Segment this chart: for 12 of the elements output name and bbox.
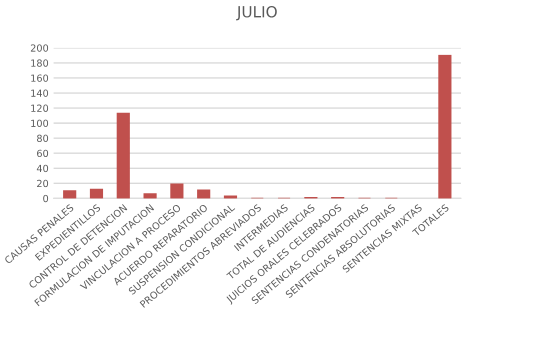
y-tick-label: 120 (31, 104, 48, 112)
chart-title: JULIO (236, 6, 277, 20)
y-tick-label: 140 (31, 90, 48, 97)
y-tick-label: 20 (37, 180, 48, 188)
y-tick-label: 160 (31, 74, 48, 82)
y-tick-label: 80 (37, 134, 48, 142)
y-tick-label: 40 (36, 164, 48, 172)
y-tick-label: 60 (37, 150, 48, 158)
y-tick-label: 0 (43, 194, 48, 202)
y-tick-label: 100 (31, 120, 48, 127)
y-tick-label: 200 (30, 44, 48, 52)
y-tick-label: 180 (31, 59, 48, 67)
